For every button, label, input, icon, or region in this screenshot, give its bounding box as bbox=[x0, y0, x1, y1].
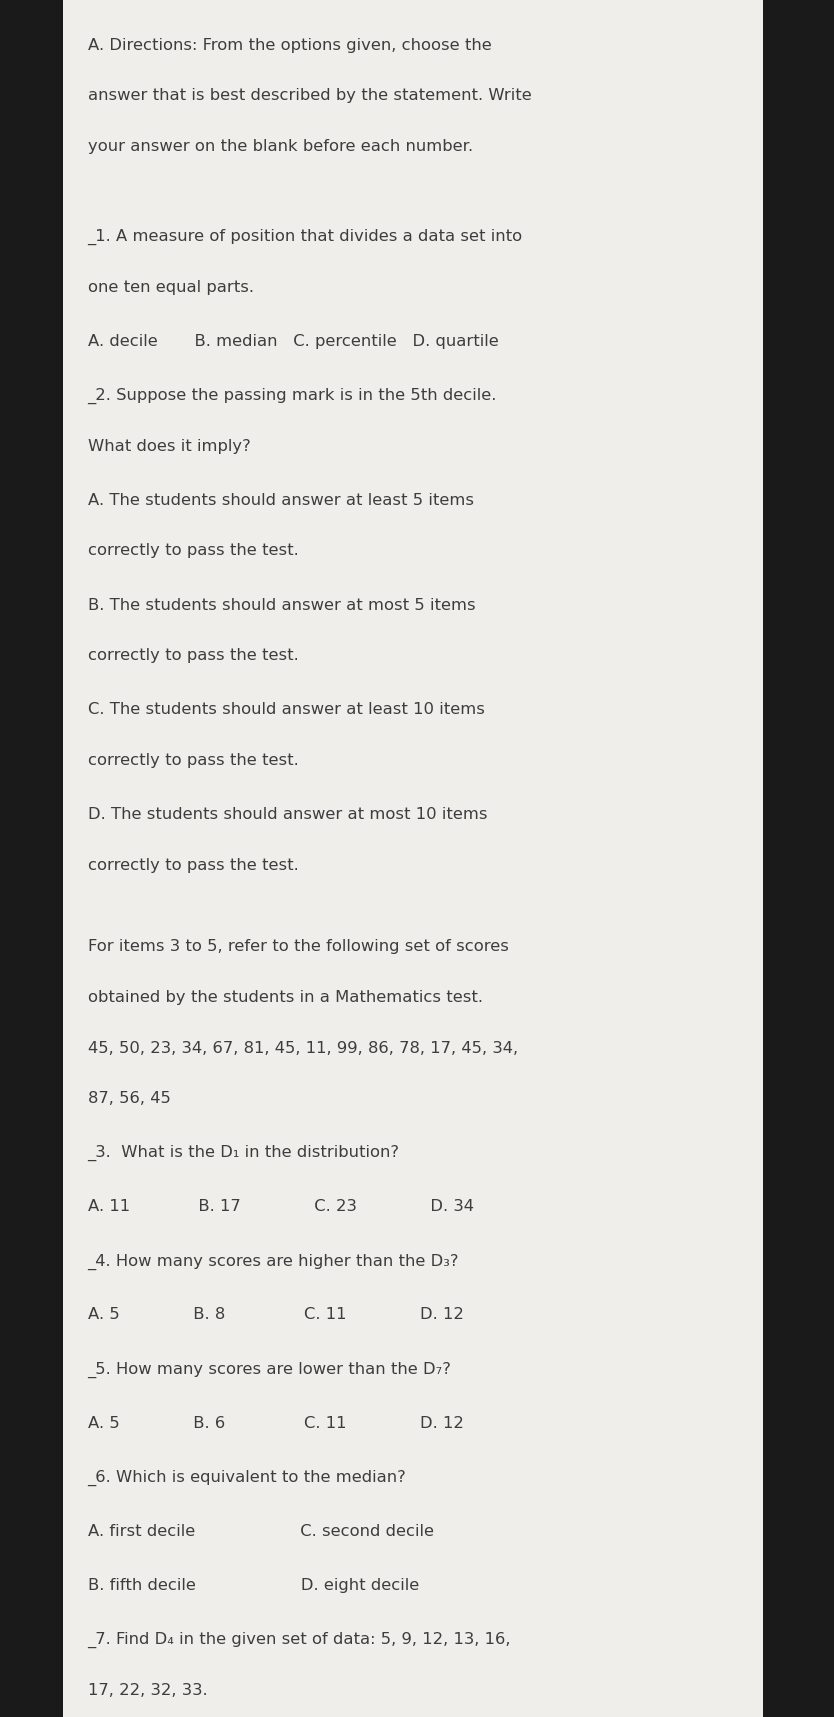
Text: _1. A measure of position that divides a data set into: _1. A measure of position that divides a… bbox=[88, 228, 523, 246]
Text: A. 5              B. 6               C. 11              D. 12: A. 5 B. 6 C. 11 D. 12 bbox=[88, 1415, 464, 1430]
Text: 45, 50, 23, 34, 67, 81, 45, 11, 99, 86, 78, 17, 45, 34,: 45, 50, 23, 34, 67, 81, 45, 11, 99, 86, … bbox=[88, 1041, 518, 1056]
Text: _7. Find D₄ in the given set of data: 5, 9, 12, 13, 16,: _7. Find D₄ in the given set of data: 5,… bbox=[88, 1631, 511, 1648]
Text: A. first decile                    C. second decile: A. first decile C. second decile bbox=[88, 1523, 434, 1538]
Text: C. The students should answer at least 10 items: C. The students should answer at least 1… bbox=[88, 702, 485, 718]
Text: A. The students should answer at least 5 items: A. The students should answer at least 5… bbox=[88, 493, 474, 508]
Text: 17, 22, 32, 33.: 17, 22, 32, 33. bbox=[88, 1683, 207, 1698]
FancyBboxPatch shape bbox=[63, 0, 763, 1717]
Text: correctly to pass the test.: correctly to pass the test. bbox=[88, 752, 299, 767]
Text: _4. How many scores are higher than the D₃?: _4. How many scores are higher than the … bbox=[88, 1253, 459, 1269]
Text: answer that is best described by the statement. Write: answer that is best described by the sta… bbox=[88, 88, 531, 103]
Text: A. 5              B. 8               C. 11              D. 12: A. 5 B. 8 C. 11 D. 12 bbox=[88, 1307, 464, 1322]
Text: A. Directions: From the options given, choose the: A. Directions: From the options given, c… bbox=[88, 38, 491, 53]
Text: A. decile       B. median   C. percentile   D. quartile: A. decile B. median C. percentile D. qua… bbox=[88, 333, 499, 349]
Text: For items 3 to 5, refer to the following set of scores: For items 3 to 5, refer to the following… bbox=[88, 939, 509, 955]
Text: correctly to pass the test.: correctly to pass the test. bbox=[88, 543, 299, 558]
Text: one ten equal parts.: one ten equal parts. bbox=[88, 280, 254, 295]
Text: A. 11             B. 17              C. 23              D. 34: A. 11 B. 17 C. 23 D. 34 bbox=[88, 1198, 474, 1214]
Text: B. fifth decile                    D. eight decile: B. fifth decile D. eight decile bbox=[88, 1578, 419, 1593]
Text: _6. Which is equivalent to the median?: _6. Which is equivalent to the median? bbox=[88, 1470, 406, 1485]
Text: B. The students should answer at most 5 items: B. The students should answer at most 5 … bbox=[88, 598, 475, 613]
Text: _3.  What is the D₁ in the distribution?: _3. What is the D₁ in the distribution? bbox=[88, 1145, 399, 1161]
Text: _2. Suppose the passing mark is in the 5th decile.: _2. Suppose the passing mark is in the 5… bbox=[88, 388, 497, 403]
Text: 87, 56, 45: 87, 56, 45 bbox=[88, 1090, 170, 1106]
Text: _5. How many scores are lower than the D₇?: _5. How many scores are lower than the D… bbox=[88, 1362, 451, 1377]
Text: correctly to pass the test.: correctly to pass the test. bbox=[88, 647, 299, 663]
Text: your answer on the blank before each number.: your answer on the blank before each num… bbox=[88, 139, 473, 155]
Text: obtained by the students in a Mathematics test.: obtained by the students in a Mathematic… bbox=[88, 989, 483, 1004]
Text: What does it imply?: What does it imply? bbox=[88, 438, 250, 453]
Text: D. The students should answer at most 10 items: D. The students should answer at most 10… bbox=[88, 807, 487, 822]
Text: correctly to pass the test.: correctly to pass the test. bbox=[88, 857, 299, 872]
